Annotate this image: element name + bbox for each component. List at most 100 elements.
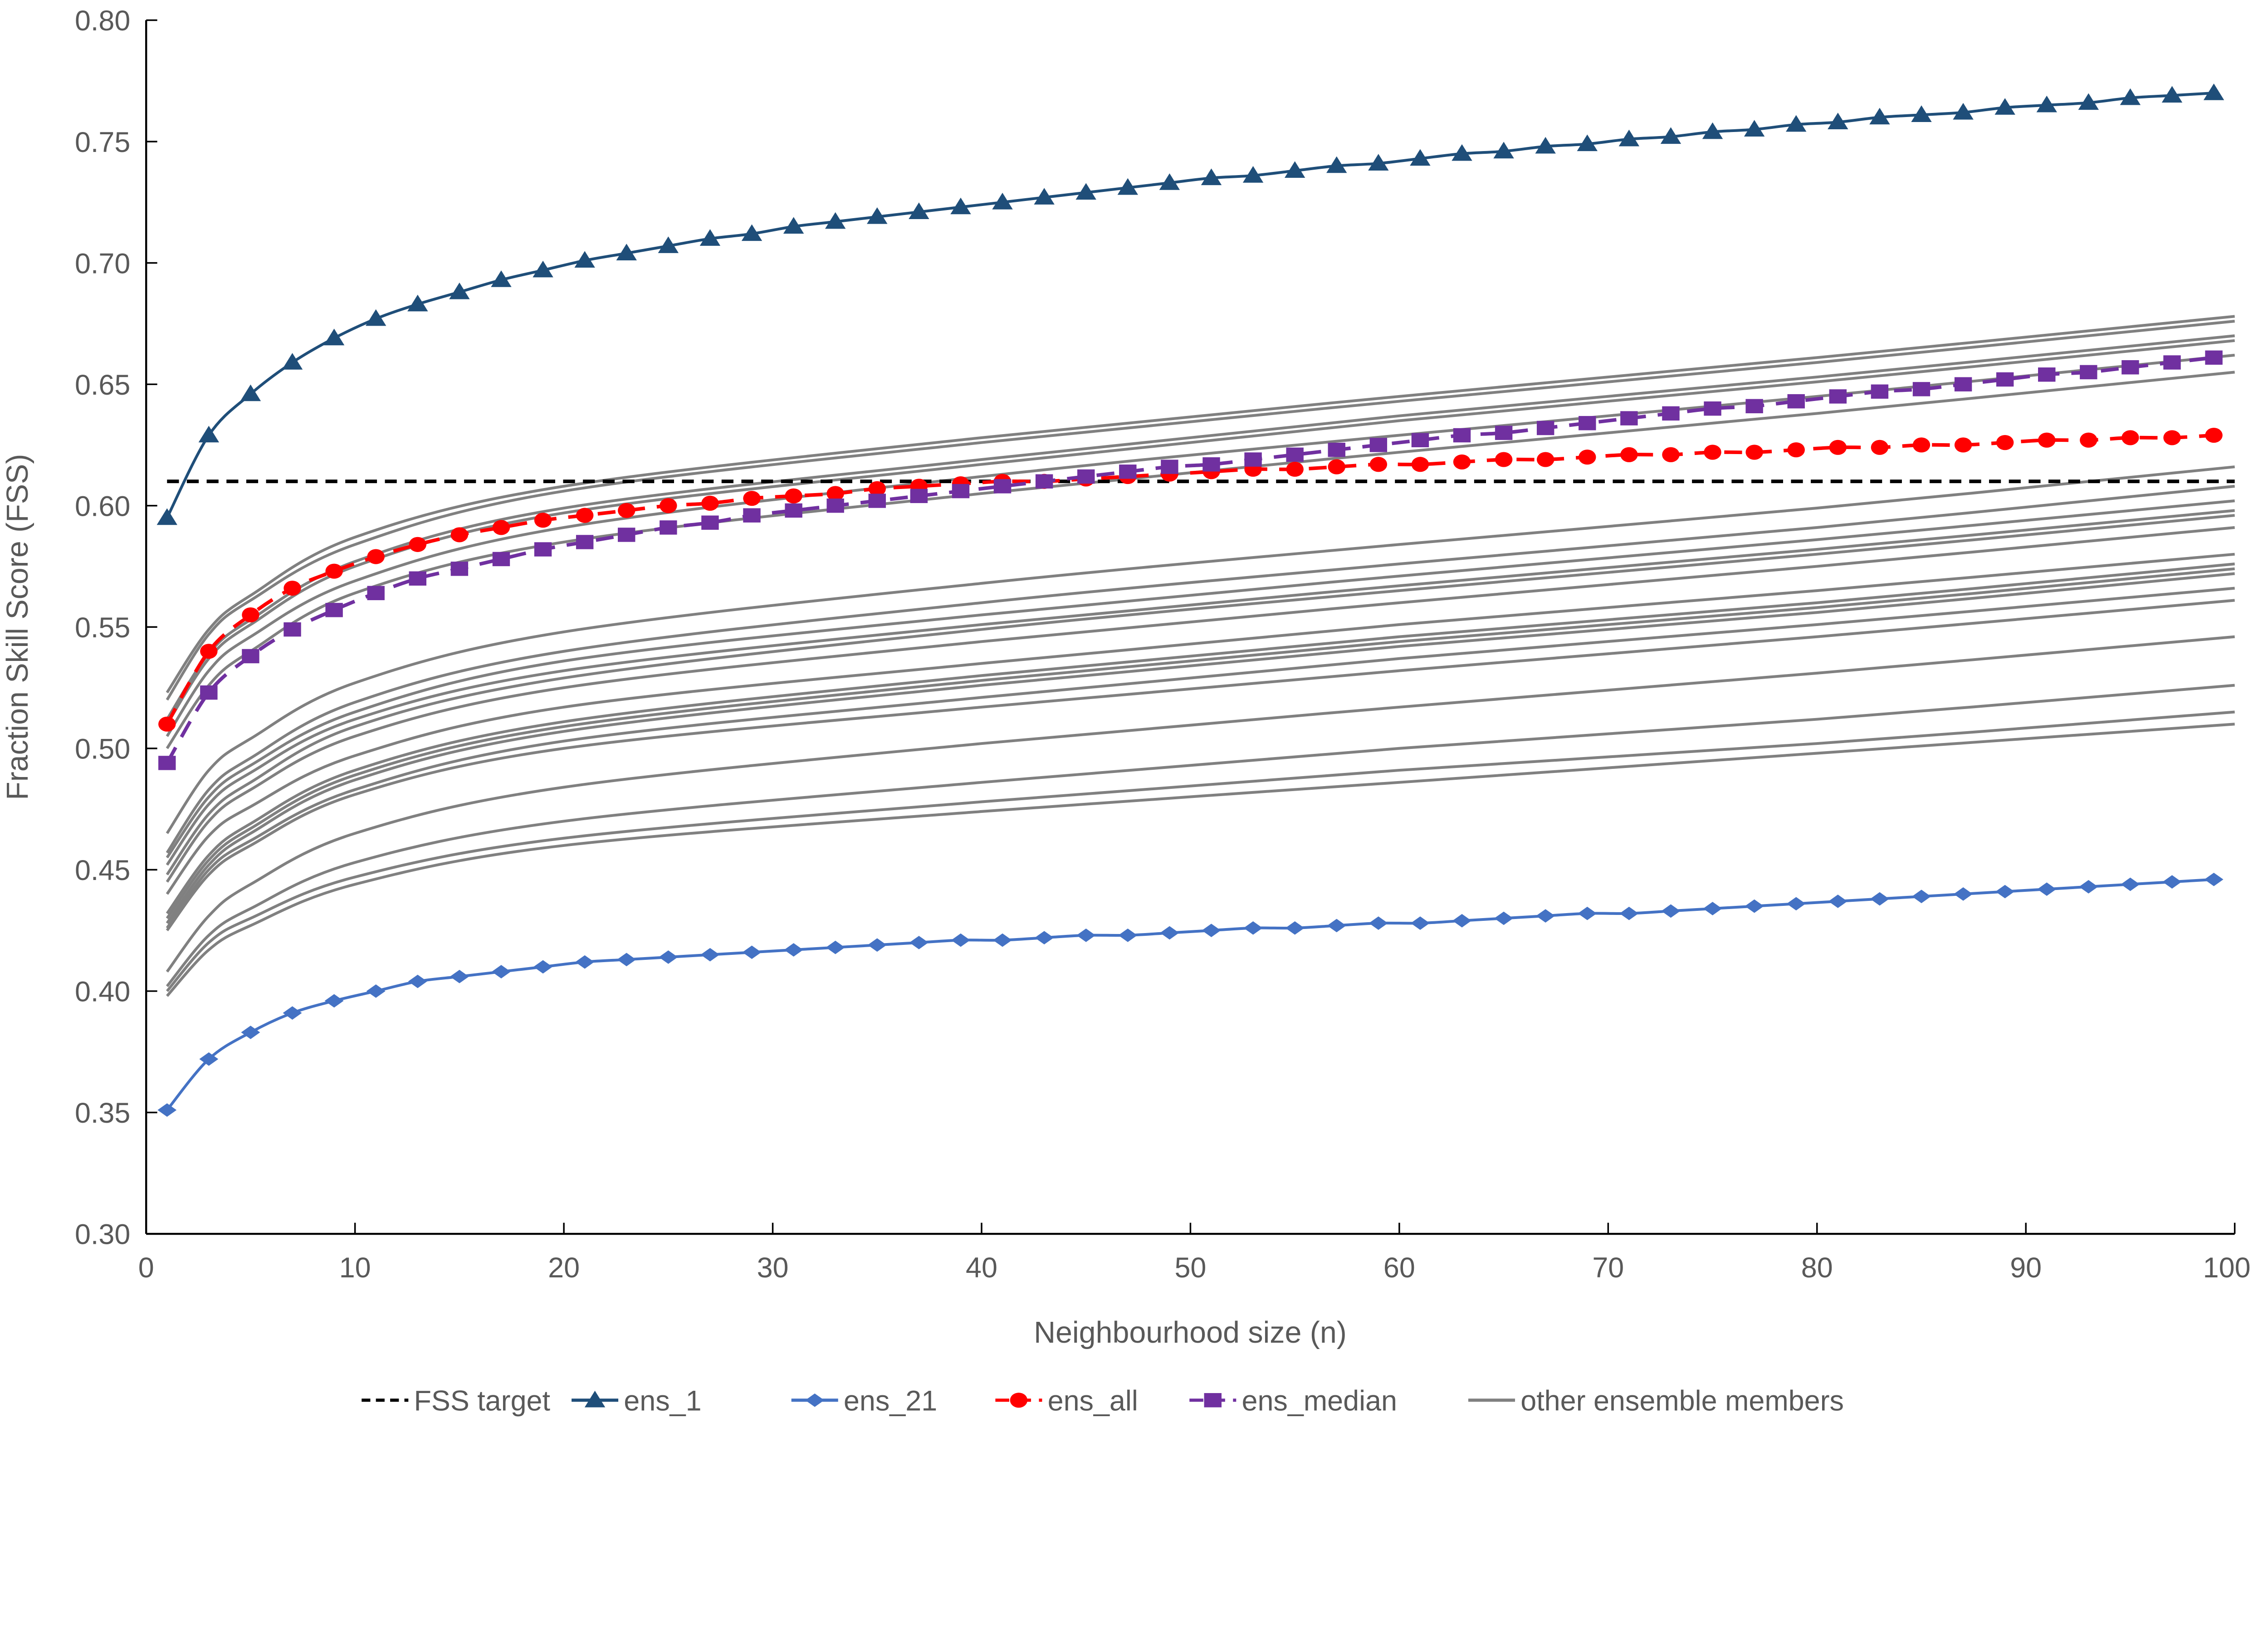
ens_median-point: [492, 552, 510, 567]
ens_21-point: [1536, 909, 1555, 923]
ens_1-point: [867, 207, 888, 224]
ens_median-point: [1912, 382, 1931, 396]
x-axis-title: Neighbourhood size (n): [1034, 1316, 1347, 1349]
ens_21-point: [2079, 880, 2098, 894]
ens_1-point: [1869, 108, 1890, 125]
ens_all-point: [826, 486, 844, 501]
ens_1-point: [2203, 83, 2224, 100]
ens_median-point: [1954, 377, 1972, 391]
y-tick-label: 0.35: [75, 1097, 130, 1129]
y-tick-label: 0.40: [75, 976, 130, 1008]
ens_21-point: [408, 974, 427, 988]
ens_1-point: [407, 294, 428, 312]
ens_median-point: [1704, 401, 1721, 416]
ens_1-point: [365, 309, 386, 326]
ens_median-point: [1662, 406, 1680, 421]
ens_all-point: [785, 488, 802, 504]
ens_median-point: [158, 756, 176, 770]
y-tick-label: 0.65: [75, 369, 130, 401]
ens_1-point: [1953, 103, 1974, 120]
other-members-layer: [166, 315, 2235, 997]
other-member-line: [166, 567, 2235, 919]
ens_1-point: [658, 236, 679, 253]
ens_all-point: [743, 491, 761, 506]
ens_21-point: [1494, 911, 1514, 925]
ens_median-point: [1119, 464, 1137, 479]
ens_median-point: [1620, 411, 1638, 425]
ens_all-point: [200, 644, 218, 659]
ens_1-point: [1828, 112, 1848, 129]
axes: 0.30 0.35 0.40 0.45 0.50 0.55 0.60 0.65 0.70 0.75…: [75, 5, 2251, 1284]
series-layer: [156, 83, 2224, 1117]
ens_21-point: [1745, 899, 1764, 913]
y-axis-title: Fraction Skill Score (FSS): [1, 454, 34, 800]
y-tick-label: 0.30: [75, 1219, 130, 1251]
ens_21-point: [2162, 875, 2182, 889]
ens_median-point: [701, 515, 719, 530]
ens_all-point: [576, 508, 594, 523]
ens_1-point: [950, 197, 971, 215]
ens_1-point: [2120, 88, 2141, 105]
ens_median-point: [2080, 365, 2097, 380]
ens_median-point: [785, 503, 802, 518]
ens_1-point: [2078, 93, 2099, 110]
x-tick-label: 50: [1174, 1252, 1206, 1284]
other-member-line: [166, 684, 2235, 988]
y-tick-label: 0.60: [75, 490, 130, 522]
ens_21-point: [241, 1026, 260, 1039]
legend-item-ens_all: ens_all: [995, 1385, 1138, 1417]
ens_median-point: [826, 499, 844, 513]
ens_1-point: [1242, 166, 1264, 183]
x-tick-label: 30: [757, 1252, 789, 1284]
ens_all-point: [1829, 440, 1847, 455]
series-ens_1: [156, 83, 2224, 525]
ens_all-point: [1871, 440, 1889, 455]
ens_all-point: [2205, 427, 2223, 443]
ens_median-point: [534, 542, 552, 557]
ens_1-point: [1786, 115, 1807, 132]
other-member-line: [166, 572, 2235, 924]
ens_all-point: [660, 498, 677, 513]
ens_1-point: [616, 244, 637, 260]
legend-label: ens_21: [844, 1385, 937, 1417]
y-tick-label: 0.75: [75, 127, 130, 158]
ens_21-point: [909, 936, 929, 949]
ens_21-point: [533, 960, 553, 974]
ens_1-point: [909, 202, 929, 219]
ens_median-point: [1411, 433, 1429, 447]
ens_21-point: [659, 950, 678, 964]
ens_all-point: [1453, 454, 1471, 470]
ens_1-point: [491, 270, 512, 287]
ens_21-point: [2121, 877, 2140, 891]
legend-label: ens_1: [624, 1385, 701, 1417]
ens_all-point: [242, 607, 259, 623]
ens_21-point: [1035, 931, 1054, 945]
ens_21-point: [700, 948, 720, 962]
ens_all-point: [1411, 457, 1429, 472]
ens_median-point: [1328, 442, 1345, 457]
other-member-line: [166, 315, 2235, 694]
ens_21-point: [1912, 890, 1931, 904]
legend-item-ens_21: ens_21: [791, 1385, 937, 1417]
other-member-line: [166, 320, 2235, 701]
ens_21-point: [324, 994, 344, 1008]
legend-item-FSS-target: FSS target: [362, 1385, 550, 1417]
ens_21-point: [951, 933, 970, 947]
ens_median-point: [1202, 457, 1220, 472]
x-tick-label: 0: [138, 1252, 154, 1284]
ens_median-point: [1829, 389, 1847, 404]
x-tick-label: 40: [966, 1252, 997, 1284]
other-member-line: [166, 552, 2235, 895]
ens_1-point: [1368, 154, 1389, 171]
y-tick-label: 0.70: [75, 248, 130, 279]
ens_all-point: [1536, 452, 1554, 467]
ens_all-point: [1912, 437, 1931, 453]
ens_1-point: [282, 353, 303, 370]
legend-item-other-ensemble-members: other ensemble members: [1468, 1385, 1844, 1417]
ens_21-point: [993, 933, 1012, 947]
x-tick-label: 80: [1801, 1252, 1833, 1284]
ens_21-point: [492, 965, 511, 978]
ens_median-point: [1369, 438, 1388, 452]
x-tick-label: 60: [1383, 1252, 1415, 1284]
ens_all-point: [1328, 459, 1345, 474]
